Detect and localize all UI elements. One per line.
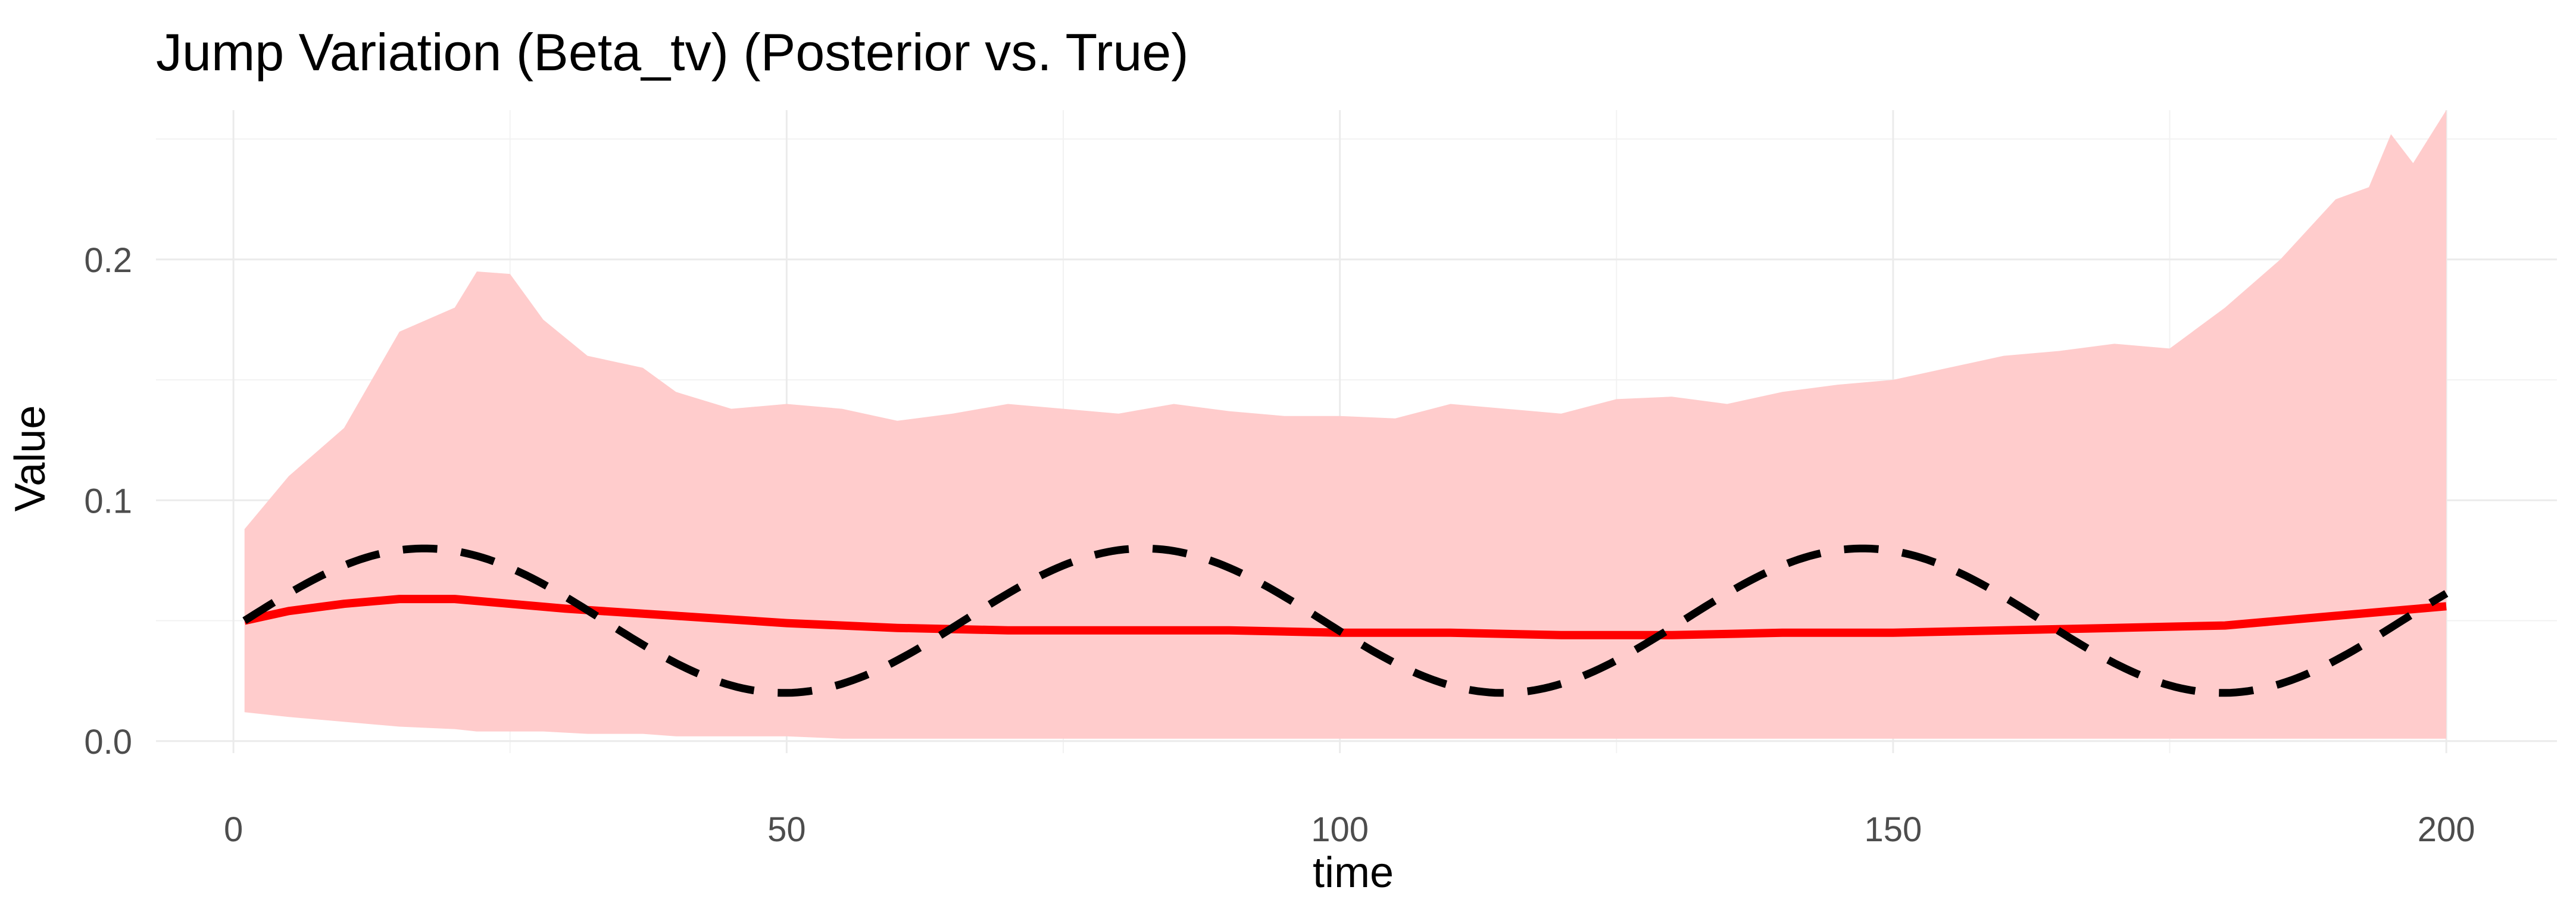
chart-title: Jump Variation (Beta_tv) (Posterior vs. …	[156, 23, 1189, 82]
posterior-mean-line	[243, 595, 2447, 639]
x-tick-label: 100	[1311, 810, 1369, 849]
line-layer	[242, 544, 2449, 697]
credible-interval-ribbon	[244, 110, 2447, 739]
y-axis-ticks: 0.0 0.1 0.2	[84, 241, 132, 761]
x-tick-label: 0	[224, 810, 243, 849]
x-tick-label: 150	[1864, 810, 1922, 849]
x-tick-label: 200	[2418, 810, 2475, 849]
ribbon-layer	[244, 110, 2447, 739]
x-tick-label: 50	[767, 810, 806, 849]
x-axis-label: time	[1313, 849, 1394, 897]
true-value-dashed-line	[242, 544, 2449, 697]
y-axis-label: Value	[7, 405, 54, 512]
y-tick-label: 0.0	[84, 723, 132, 761]
x-axis-ticks: 0 50 100 150 200	[224, 810, 2475, 849]
y-tick-label: 0.2	[84, 241, 132, 280]
y-tick-label: 0.1	[84, 482, 132, 520]
